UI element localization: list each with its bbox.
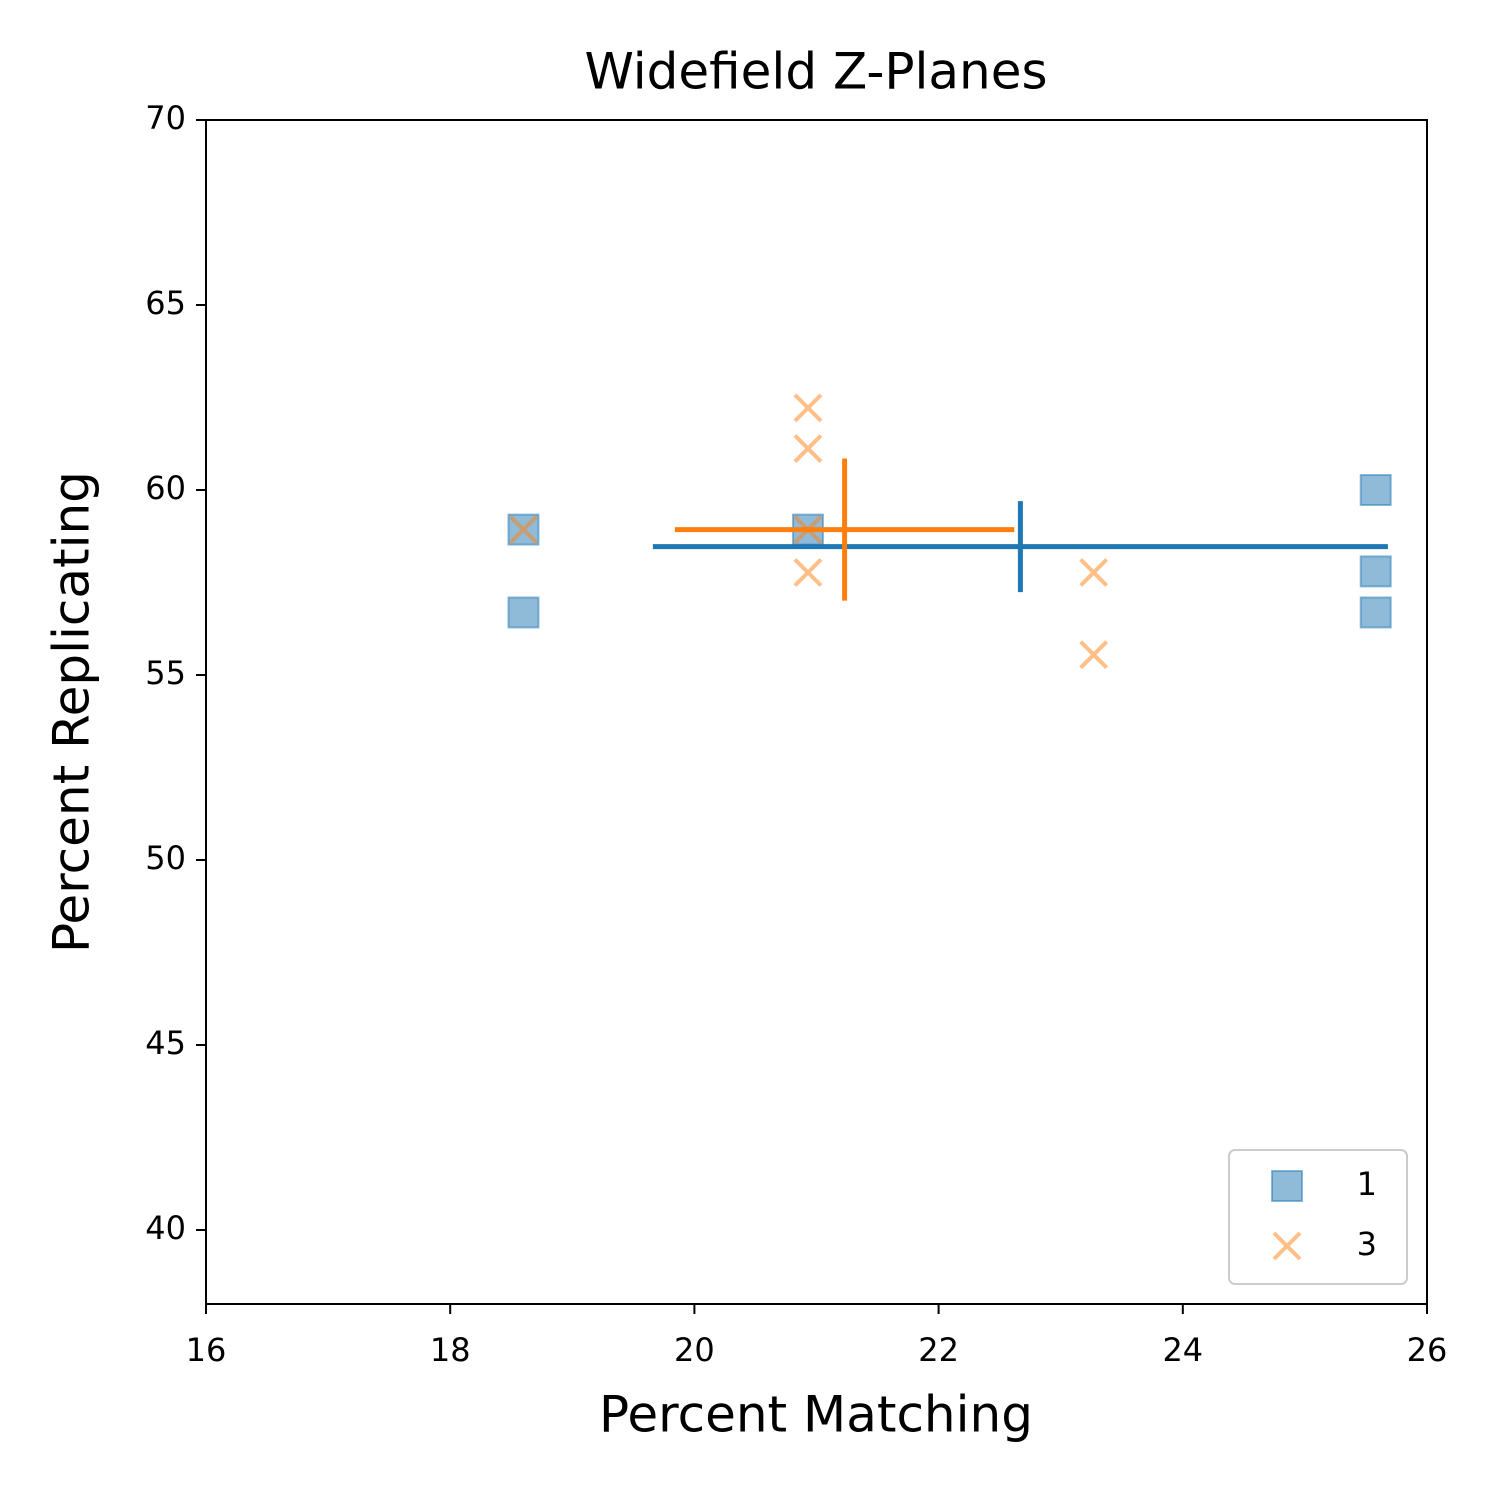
legend-label: 3 xyxy=(1357,1225,1377,1263)
legend-label: 1 xyxy=(1357,1165,1377,1203)
point xyxy=(507,596,540,629)
point xyxy=(509,515,538,545)
legend-frame xyxy=(1228,1149,1408,1285)
x-tick-label: 18 xyxy=(430,1331,471,1369)
x-tick-label: 26 xyxy=(1407,1331,1448,1369)
legend: 13 xyxy=(1228,1149,1408,1285)
point xyxy=(793,434,823,463)
chart-title: Widefield Z-Planes xyxy=(584,43,1047,101)
point xyxy=(1359,555,1392,588)
y-tick-label: 50 xyxy=(145,839,186,877)
legend-marker xyxy=(1271,1170,1303,1202)
y-tick-label: 60 xyxy=(145,469,186,507)
point xyxy=(1359,474,1392,506)
point xyxy=(793,393,823,423)
y-tick-label: 70 xyxy=(145,99,186,137)
y-tick-label: 40 xyxy=(145,1209,186,1247)
x-tick-label: 22 xyxy=(918,1331,959,1369)
plot-frame xyxy=(205,119,1428,1305)
y-tick-label: 55 xyxy=(145,654,186,692)
point xyxy=(793,558,823,587)
x-tick-label: 16 xyxy=(186,1331,227,1369)
x-tick-label: 24 xyxy=(1162,1331,1203,1369)
y-axis-label: Percent Replicating xyxy=(43,471,101,953)
y-tick-label: 65 xyxy=(145,284,186,322)
legend-marker xyxy=(1272,1231,1302,1261)
point xyxy=(1359,596,1392,629)
point xyxy=(1079,558,1109,587)
y-tick-label: 45 xyxy=(145,1024,186,1062)
x-tick-label: 20 xyxy=(674,1331,715,1369)
point xyxy=(1079,640,1109,670)
x-axis-label: Percent Matching xyxy=(599,1386,1033,1444)
